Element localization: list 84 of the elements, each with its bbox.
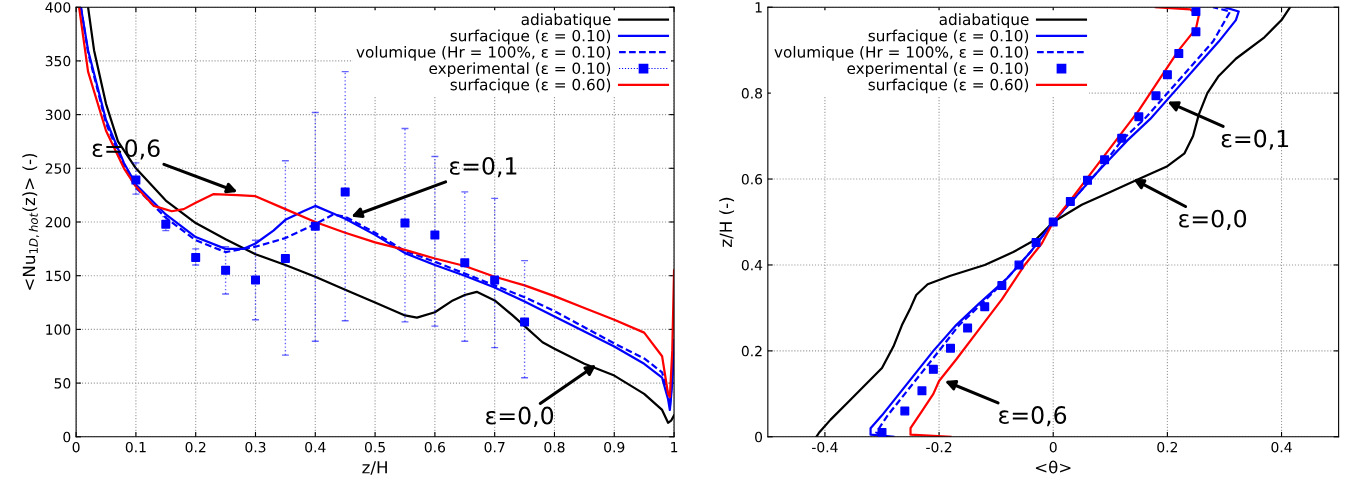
- x-tick-label: 0.3: [245, 441, 266, 453]
- point: [1151, 91, 1161, 101]
- x-tick-label: 0.4: [1271, 441, 1292, 453]
- point: [928, 364, 938, 374]
- point: [1065, 196, 1075, 206]
- point: [520, 317, 530, 327]
- point: [980, 302, 990, 312]
- y-tick-label: 0.8: [741, 88, 763, 99]
- point: [340, 187, 350, 197]
- point: [131, 175, 141, 185]
- point: [900, 406, 910, 416]
- x-axis-title: z/H: [362, 461, 387, 475]
- x-tick-label: 0: [72, 441, 80, 453]
- point: [1191, 27, 1201, 37]
- legend-label: surfacique (ε = 0.60): [868, 78, 1029, 94]
- x-tick-label: 0.2: [185, 441, 206, 453]
- point: [221, 265, 231, 275]
- point: [877, 428, 887, 437]
- x-tick-label: -0.4: [812, 441, 838, 453]
- legend-label: surfacique (ε = 0.10): [450, 29, 611, 45]
- point: [430, 230, 440, 240]
- point: [1082, 175, 1092, 185]
- point: [191, 252, 201, 262]
- point: [963, 323, 973, 333]
- x-tick-label: 0.2: [1157, 441, 1178, 453]
- legend-label: volumique (Hr = 100%, ε = 0.10): [356, 45, 611, 61]
- x-tick-label: 1: [671, 442, 678, 453]
- point: [490, 275, 500, 285]
- legend-label: adiabatique: [521, 13, 611, 29]
- annotation: ε=0,1: [449, 157, 517, 178]
- y-tick-label: 200: [45, 216, 71, 228]
- point: [1117, 133, 1127, 143]
- point: [1174, 49, 1184, 59]
- y-tick-label: 0.4: [741, 259, 763, 271]
- point: [945, 343, 955, 353]
- y-tick-label: 100: [46, 324, 71, 335]
- legend-label: experimental (ε = 0.10): [429, 62, 611, 78]
- y-axis-title: <Nu$_{1D,hot}$(z)> (-): [22, 153, 40, 290]
- y-tick-label: 300: [45, 109, 71, 121]
- x-tick-label: 0.9: [604, 441, 625, 453]
- y-tick-label: 0: [755, 431, 763, 443]
- annotation: ε=0,0: [1179, 209, 1247, 230]
- annotation: ε=0,6: [999, 406, 1067, 427]
- point: [460, 258, 470, 268]
- legend-label: adiabatique: [939, 13, 1029, 29]
- x-tick-label: 0.8: [544, 441, 565, 453]
- y-tick-label: 0.6: [741, 174, 763, 185]
- point: [1162, 70, 1172, 80]
- point: [917, 386, 927, 396]
- annotation: ε=0,0: [486, 406, 554, 427]
- legend-label: surfacique (ε = 0.60): [450, 78, 611, 94]
- point: [1014, 260, 1024, 270]
- x-tick-label: 0: [1049, 441, 1057, 453]
- x-tick-label: 0.6: [424, 441, 446, 453]
- x-tick-label: 0.5: [364, 441, 385, 453]
- point: [1191, 7, 1201, 16]
- point: [250, 275, 260, 285]
- annotation: ε=0,1: [1221, 129, 1289, 150]
- point: [1048, 217, 1058, 227]
- y-tick-label: 250: [45, 163, 71, 174]
- x-tick-label: 0.7: [484, 441, 505, 453]
- point: [280, 254, 290, 264]
- x-tick-label: 0.1: [125, 441, 146, 453]
- legend-label: surfacique (ε = 0.10): [868, 29, 1029, 45]
- y-tick-label: 0: [63, 431, 71, 443]
- y-axis-title: z/H (-): [719, 197, 735, 247]
- point: [1134, 112, 1144, 122]
- legend-label: volumique (Hr = 100%, ε = 0.10): [774, 45, 1029, 61]
- y-tick-label: 50: [54, 378, 71, 389]
- y-tick-label: 150: [46, 270, 71, 282]
- y-tick-label: 0.2: [741, 345, 762, 357]
- x-axis-title: <θ>: [1035, 460, 1071, 474]
- point: [1031, 238, 1041, 248]
- y-tick-label: 1: [755, 2, 762, 13]
- y-tick-label: 350: [45, 55, 71, 67]
- y-tick-label: 400: [45, 2, 71, 13]
- point: [1100, 155, 1110, 165]
- x-tick-label: 0.4: [305, 441, 326, 453]
- x-tick-label: -0.2: [926, 441, 952, 453]
- point: [997, 281, 1007, 291]
- point: [400, 218, 410, 228]
- legend-label: experimental (ε = 0.10): [847, 62, 1029, 78]
- point: [161, 219, 171, 229]
- point: [310, 221, 320, 231]
